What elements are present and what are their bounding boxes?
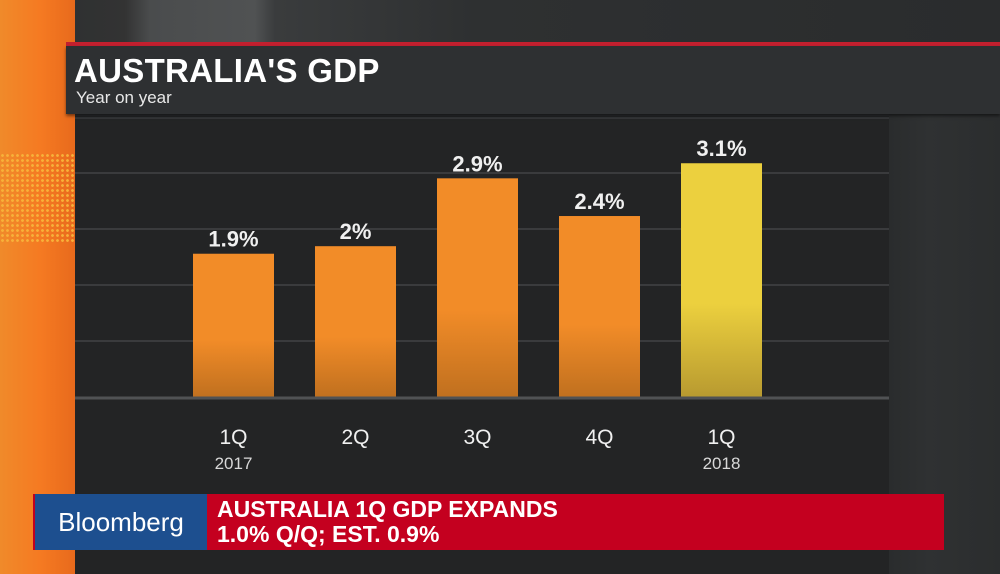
bloomberg-logo: Bloomberg [33, 494, 207, 550]
headline-line-2: 1.0% Q/Q; EST. 0.9% [217, 521, 440, 547]
data-label: 3.1% [696, 136, 746, 161]
bar [193, 253, 274, 397]
news-ticker: Bloomberg AUSTRALIA 1Q GDP EXPANDS 1.0% … [31, 494, 944, 550]
x-tick-year: 2018 [703, 454, 741, 473]
chart-title: AUSTRALIA'S GDP [74, 52, 380, 89]
dot-pattern [0, 153, 75, 243]
headline-line-1: AUSTRALIA 1Q GDP EXPANDS [217, 496, 558, 522]
bar [681, 163, 762, 397]
data-label: 2.4% [574, 189, 624, 214]
bar-chart: 1.9% 1Q 2017 2% 2Q 2.9% 3Q 2.4% 4Q 3.1% 1Q 2018 [75, 117, 889, 473]
x-tick-label: 3Q [463, 426, 491, 449]
data-label: 2.9% [452, 151, 502, 176]
x-tick-label: 1Q [219, 426, 247, 449]
x-tick-label: 1Q [707, 426, 735, 449]
bar [559, 216, 640, 397]
headline: AUSTRALIA 1Q GDP EXPANDS 1.0% Q/Q; EST. … [207, 494, 944, 550]
x-tick-label: 4Q [585, 426, 613, 449]
x-tick-year: 2017 [215, 454, 253, 473]
chart-subtitle: Year on year [76, 88, 172, 107]
chart-area: 1.9% 1Q 2017 2% 2Q 2.9% 3Q 2.4% 4Q 3.1% 1Q 2018 [75, 116, 889, 574]
orange-side-panel [0, 0, 75, 574]
data-label: 1.9% [208, 227, 258, 252]
accent-line [66, 42, 1000, 46]
background [75, 0, 1000, 45]
bar [315, 246, 396, 397]
title-panel: AUSTRALIA'S GDP Year on year [66, 46, 1000, 114]
bar [437, 178, 518, 397]
x-tick-label: 2Q [341, 426, 369, 449]
data-label: 2% [340, 219, 372, 244]
